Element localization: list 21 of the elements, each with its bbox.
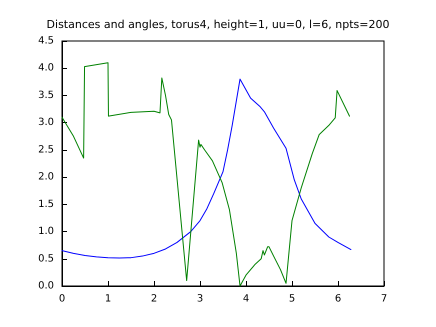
line-series [62,62,350,286]
x-tick-label: 7 [380,294,388,304]
x-tick-label: 0 [58,294,66,304]
x-tick-label: 5 [288,294,296,304]
y-tick-label: 1.5 [38,198,54,210]
x-tick-label: 4 [242,294,250,304]
y-tick-label: 0.5 [38,253,54,264]
y-tick-label: 2.0 [38,172,54,183]
y-tick-label: 4.0 [38,62,54,74]
line-series [62,78,352,258]
y-tick-label: 1.0 [38,226,54,238]
y-tick-label: 3.5 [38,90,54,101]
x-tick-label: 2 [150,294,158,304]
y-tick-label: 4.5 [38,36,54,46]
x-tick-label: 1 [104,294,112,304]
y-tick-label: 0.0 [38,280,54,292]
y-tick-label: 2.5 [38,144,54,156]
x-tick-label: 3 [196,294,204,304]
chart-title: Distances and angles, torus4, height=1, uu=0, l=6, npts=200 [46,18,390,31]
y-tick-label: 3.0 [38,117,54,128]
x-tick-label: 6 [334,294,342,304]
